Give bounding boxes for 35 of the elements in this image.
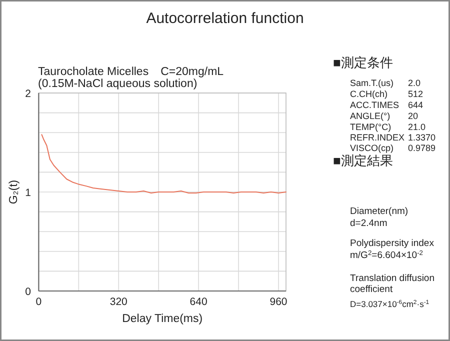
x-tick-label: 0 bbox=[36, 296, 42, 308]
text: ANGLE(°) bbox=[350, 111, 390, 121]
x-tick-label: 320 bbox=[110, 296, 128, 308]
y-tick-label: 0 bbox=[25, 286, 32, 298]
text: 21.0 bbox=[408, 122, 426, 132]
x-tick-label: 960 bbox=[270, 296, 288, 308]
text: REFR.INDEX bbox=[350, 132, 405, 142]
text: (0.15M-NaCl aqueous solution) bbox=[38, 78, 198, 90]
line-series bbox=[41, 134, 286, 194]
x-axis-title: Delay Time(ms) bbox=[122, 313, 203, 325]
text: Diameter(nm) bbox=[350, 206, 408, 217]
text: Sam.T.(us) bbox=[350, 78, 394, 88]
chart-title: Autocorrelation function bbox=[146, 10, 304, 27]
chart-subtitle: Taurocholate Micelles C=20mg/mL bbox=[38, 66, 224, 78]
text: 512 bbox=[408, 89, 424, 99]
y-tick-label: 1 bbox=[25, 187, 32, 199]
text: C.CH(ch) bbox=[350, 89, 388, 99]
text: Translation diffusion coefficient bbox=[350, 273, 434, 295]
y-tick-label: 2 bbox=[25, 88, 32, 100]
text: Polydispersity index bbox=[350, 238, 434, 249]
text: TEMP(°C) bbox=[350, 122, 392, 132]
text: 644 bbox=[408, 100, 424, 110]
y-axis-title: G₂(t) bbox=[8, 180, 20, 204]
text: ACC.TIMES bbox=[350, 100, 400, 110]
text: VISCO(cp) bbox=[350, 143, 394, 153]
text: D=3.037×10$^{-6}$cm$^{2}$·s$^{-1}$ bbox=[350, 299, 430, 309]
text: ■測定条件 bbox=[333, 55, 393, 70]
text: 20 bbox=[408, 111, 418, 121]
x-tick-label: 640 bbox=[190, 296, 208, 308]
text: 2.0 bbox=[408, 78, 421, 88]
text: d=2.4nm bbox=[350, 218, 388, 229]
text: 1.3370 bbox=[408, 132, 436, 142]
text: ■測定結果 bbox=[333, 153, 393, 168]
text: 0.9789 bbox=[408, 143, 436, 153]
text: m/G$^{2}$=6.604×10$^{-2}$ bbox=[350, 250, 424, 261]
